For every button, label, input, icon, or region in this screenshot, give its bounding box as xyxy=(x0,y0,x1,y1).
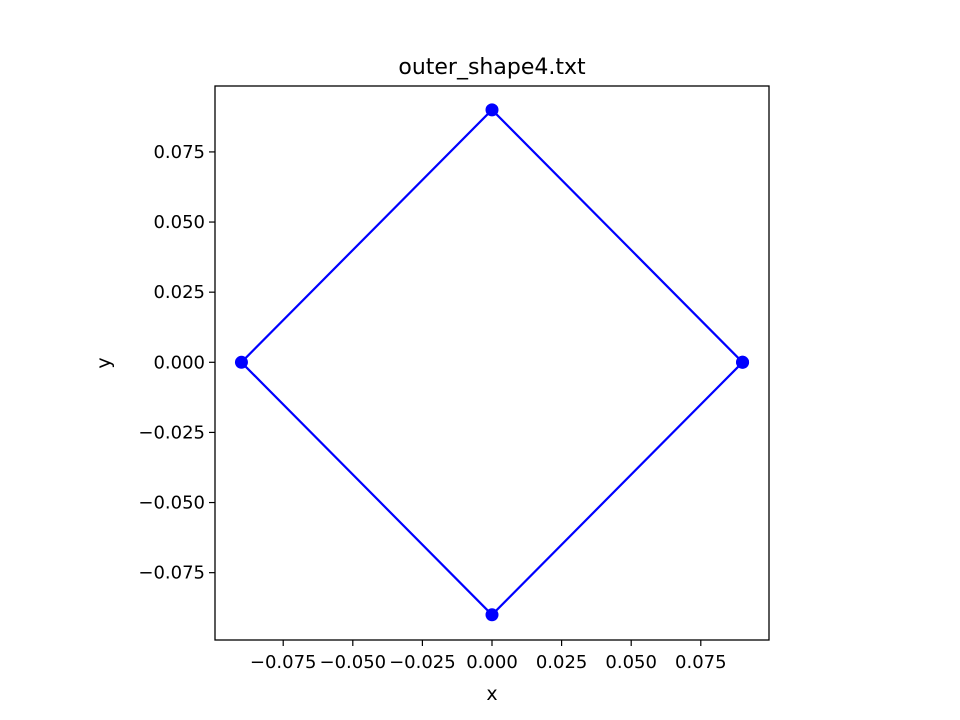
x-tick-label: 0.050 xyxy=(605,652,657,673)
x-tick-label: −0.075 xyxy=(250,652,317,673)
chart-title: outer_shape4.txt xyxy=(398,55,586,80)
data-point xyxy=(485,103,499,117)
x-axis-label: x xyxy=(486,683,497,705)
y-tick-label: −0.050 xyxy=(138,493,205,514)
data-point xyxy=(736,355,750,369)
y-tick-label: 0.050 xyxy=(153,212,205,233)
data-point xyxy=(234,355,248,369)
y-tick-label: 0.025 xyxy=(153,282,205,303)
x-tick-label: −0.050 xyxy=(319,652,386,673)
y-tick-label: 0.000 xyxy=(153,352,205,373)
data-point xyxy=(485,608,499,622)
y-axis: 0.075 0.050 0.025 0.000 −0.025 −0.050 −0.075 xyxy=(138,142,215,584)
x-tick-label: 0.025 xyxy=(536,652,588,673)
x-tick-label: −0.025 xyxy=(389,652,456,673)
y-tick-label: −0.025 xyxy=(138,422,205,443)
plot-area xyxy=(234,103,750,622)
y-axis-label: y xyxy=(93,357,115,368)
x-tick-label: 0.000 xyxy=(466,652,518,673)
x-tick-label: 0.075 xyxy=(675,652,727,673)
x-axis: −0.075 −0.050 −0.025 0.000 0.025 0.050 0.075 xyxy=(250,640,727,673)
y-tick-label: 0.075 xyxy=(153,142,205,163)
y-tick-label: −0.075 xyxy=(138,563,205,584)
